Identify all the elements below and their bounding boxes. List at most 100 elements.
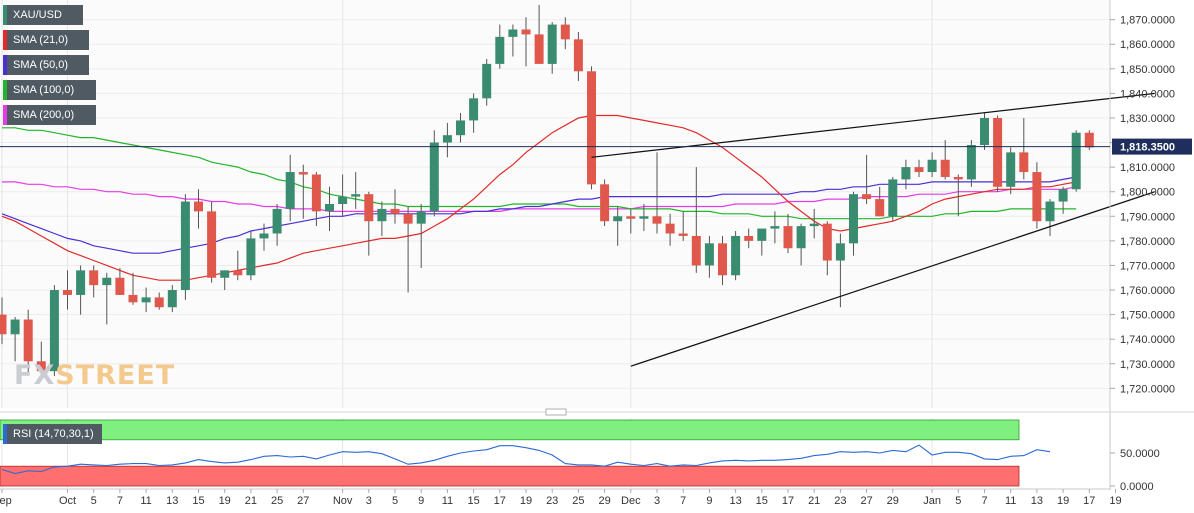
- candle-body: [521, 29, 531, 35]
- bearish-candle: [36, 341, 46, 379]
- bullish-candle: [141, 287, 151, 313]
- pane-resize-handle: [545, 408, 567, 416]
- legend-xauusd[interactable]: XAU/USD: [3, 5, 83, 25]
- candle-body: [495, 36, 505, 64]
- time-tick-label: 11: [1005, 495, 1016, 507]
- price-tick-label: 1,760.0000: [1120, 285, 1175, 297]
- bearish-candle: [23, 309, 33, 374]
- candle-body: [364, 194, 374, 222]
- rsi-oversold-zone: [0, 465, 1020, 487]
- bearish-candle: [1032, 162, 1042, 229]
- candle-body: [665, 223, 675, 234]
- bullish-candle: [639, 204, 649, 232]
- bullish-candle: [469, 93, 479, 133]
- bullish-candle: [49, 285, 59, 377]
- time-tick-label: 25: [572, 495, 584, 507]
- bullish-candle: [167, 285, 177, 313]
- bearish-candle: [63, 270, 72, 310]
- price-tick-label: 1,780.0000: [1120, 236, 1175, 248]
- candle-body: [259, 233, 269, 239]
- price-tick-label: 1,800.0000: [1120, 187, 1175, 199]
- bullish-candle: [547, 22, 557, 74]
- candle-body: [966, 145, 976, 180]
- price-tick-label: 1,830.0000: [1120, 113, 1175, 125]
- bullish-candle: [613, 206, 623, 246]
- price-tick-label: 1,720.0000: [1120, 383, 1175, 395]
- legend: XAU/USD SMA (21,0) SMA (50,0) SMA (100,0…: [3, 5, 96, 130]
- bullish-candle: [285, 154, 295, 222]
- time-tick-label: 3: [654, 495, 660, 507]
- legend-sma200[interactable]: SMA (200,0): [3, 105, 96, 125]
- candle-body: [338, 196, 348, 204]
- bearish-candle: [534, 4, 544, 64]
- bearish-candle: [993, 115, 1003, 192]
- candle-body: [89, 270, 99, 286]
- candle-body: [246, 238, 256, 276]
- candle-body: [508, 29, 518, 37]
- candle-body: [220, 270, 230, 278]
- bullish-candle: [1006, 147, 1016, 195]
- bearish-candle: [154, 292, 164, 310]
- bullish-candle: [495, 24, 505, 69]
- bearish-candle: [560, 17, 570, 50]
- rsi-panel: 50.0000 0.0000: [0, 419, 1160, 493]
- time-tick-label: 15: [192, 495, 204, 507]
- rsi-label[interactable]: RSI (14,70,30,1): [3, 424, 102, 444]
- time-tick-label: 21: [808, 495, 820, 507]
- candle-body: [914, 167, 924, 173]
- time-tick-label: Oct: [59, 495, 76, 507]
- candle-body: [272, 208, 282, 234]
- price-tick-label: 1,790.0000: [1120, 211, 1175, 223]
- trendline: [630, 191, 1155, 367]
- bullish-candle: [482, 58, 492, 106]
- bearish-candle: [665, 213, 675, 246]
- time-tick-label: Nov: [333, 495, 353, 507]
- bullish-candle: [442, 122, 452, 158]
- price-tick-label: 1,860.0000: [1120, 39, 1175, 51]
- candle-body: [573, 39, 583, 72]
- rsi-line: [1, 444, 1051, 475]
- bullish-candle: [102, 272, 112, 325]
- bullish-candle: [456, 113, 465, 143]
- candle-body: [207, 211, 217, 278]
- bearish-candle: [691, 167, 701, 273]
- time-tick-label: 21: [245, 495, 257, 507]
- bullish-candle: [325, 186, 334, 232]
- legend-sma50[interactable]: SMA (50,0): [3, 55, 89, 75]
- bearish-candle: [0, 297, 7, 345]
- bullish-candle: [429, 130, 439, 217]
- bullish-candle: [351, 172, 361, 209]
- candle-body: [547, 24, 557, 64]
- bearish-candle: [678, 211, 688, 241]
- bearish-candle: [403, 206, 413, 293]
- price-axis: 1,870.0000 1,860.0000 1,850.0000 1,840.0000…: [0, 0, 1194, 490]
- price-tick-label: 1,740.0000: [1120, 334, 1175, 346]
- bullish-candle: [10, 317, 20, 362]
- last-price-badge: [1112, 138, 1192, 155]
- time-tick-label: 7: [117, 495, 123, 507]
- bearish-candle: [89, 265, 99, 298]
- bearish-candle: [521, 17, 531, 67]
- candle-body: [403, 213, 413, 224]
- time-tick-label: 7: [981, 495, 987, 507]
- time-tick-label: 29: [887, 495, 899, 507]
- time-tick-label: 19: [219, 495, 231, 507]
- candle-body: [298, 172, 308, 175]
- candle-body: [102, 277, 112, 286]
- candle-body: [1006, 152, 1016, 187]
- candle-body: [626, 216, 636, 219]
- bearish-candle: [822, 221, 832, 276]
- candle-body: [940, 159, 950, 177]
- legend-sma100[interactable]: SMA (100,0): [3, 80, 96, 100]
- bullish-candle: [180, 194, 190, 300]
- bearish-candle: [364, 191, 374, 256]
- price-tick-label: 1,840.0000: [1120, 88, 1175, 100]
- rsi-overbought-zone: [0, 419, 1020, 441]
- candle-body: [980, 117, 989, 146]
- candle-body: [1071, 132, 1081, 190]
- legend-sma21[interactable]: SMA (21,0): [3, 30, 89, 50]
- candle-body: [0, 314, 7, 335]
- time-tick-label: 11: [140, 495, 151, 507]
- candle-body: [1045, 201, 1055, 222]
